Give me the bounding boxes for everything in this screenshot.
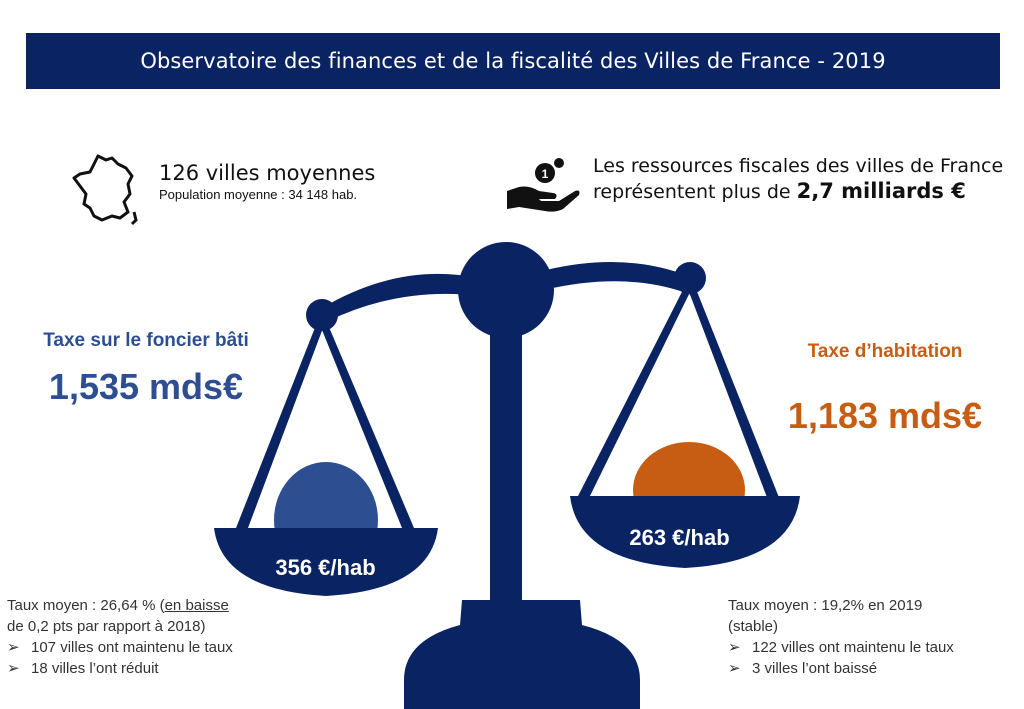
list-item: ➢ 18 villes l’ont réduit: [7, 658, 233, 679]
foncier-note-line2: de 0,2 pts par rapport à 2018): [7, 618, 206, 635]
habitation-note-line2: (stable): [728, 618, 779, 635]
ressources-line2-text: représentent plus de: [593, 181, 797, 203]
list-item: ➢ 122 villes ont maintenu le taux: [728, 637, 954, 658]
scale-beam-left: [322, 273, 480, 322]
page-title: Observatoire des finances et de la fisca…: [140, 49, 886, 73]
habitation-note-line1: Taux moyen : 19,2% en 2019: [728, 597, 923, 614]
habitation-per-hab: 263 €/hab: [629, 525, 730, 550]
habitation-pan: [570, 496, 800, 568]
ressources-middle: des villes de France: [809, 155, 1004, 177]
bullet-arrow-icon: ➢: [728, 639, 741, 656]
scale-column: [490, 300, 522, 630]
header-banner: Observatoire des finances et de la fisca…: [26, 33, 1000, 89]
villes-stat: 126 villes moyennes Population moyenne :…: [159, 160, 375, 204]
ressources-amount: 2,7 milliards €: [796, 179, 966, 203]
ressources-stat: Les ressources fiscales des villes de Fr…: [593, 154, 1003, 205]
habitation-label: Taxe d’habitation: [807, 341, 963, 362]
bullet-arrow-icon: ➢: [728, 660, 741, 677]
foncier-pan: [214, 528, 438, 596]
svg-text:1: 1: [542, 167, 549, 181]
foncier-bullet-2: 18 villes l’ont réduit: [31, 660, 159, 677]
list-item: ➢ 107 villes ont maintenu le taux: [7, 637, 233, 658]
foncier-notes: Taux moyen : 26,64 % (en baisse de 0,2 p…: [7, 595, 233, 679]
foncier-note-rate: Taux moyen : 26,64 % (: [7, 597, 165, 614]
ressources-highlight: ressources fiscales: [630, 155, 810, 177]
foncier-note-trend: en baisse: [164, 597, 229, 614]
scale-beam-right: [544, 262, 698, 296]
scale-pivot: [458, 242, 554, 338]
hand-coins-icon: 1: [507, 158, 580, 212]
foncier-label: Taxe sur le foncier bâti: [43, 330, 249, 351]
ressources-line2: représentent plus de 2,7 milliards €: [593, 179, 1003, 205]
ressources-line1: Les ressources fiscales des villes de Fr…: [593, 154, 1003, 179]
bullet-arrow-icon: ➢: [7, 639, 20, 656]
villes-count: 126 villes moyennes: [159, 161, 376, 185]
bullet-arrow-icon: ➢: [7, 660, 20, 677]
scale-base: [404, 600, 640, 709]
foncier-per-hab: 356 €/hab: [275, 555, 376, 580]
habitation-bullet-2: 3 villes l’ont baissé: [752, 660, 878, 677]
ressources-prefix: Les: [593, 155, 631, 177]
habitation-value: 1,183 mds€: [787, 395, 983, 436]
scale-right-knob: [674, 262, 706, 294]
list-item: ➢ 3 villes l’ont baissé: [728, 658, 954, 679]
foncier-note-line1: Taux moyen : 26,64 % (en baisse: [7, 595, 233, 616]
scale-left-knob: [306, 299, 338, 331]
foncier-bullet-1: 107 villes ont maintenu le taux: [31, 639, 233, 656]
villes-population: Population moyenne : 34 148 hab.: [159, 187, 358, 202]
foncier-value: 1,535 mds€: [48, 366, 244, 407]
habitation-bullet-1: 122 villes ont maintenu le taux: [752, 639, 954, 656]
habitation-notes: Taux moyen : 19,2% en 2019 (stable) ➢ 122…: [728, 595, 954, 679]
france-map-icon: [72, 154, 138, 226]
